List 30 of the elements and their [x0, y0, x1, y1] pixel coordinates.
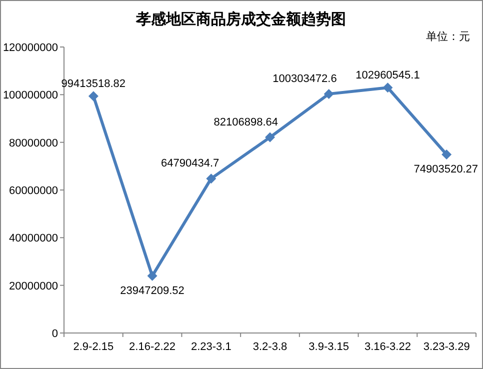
data-label: 82106898.64	[214, 116, 278, 128]
text: 单位：元	[426, 30, 470, 43]
chart-title: 孝感地区商品房成交金额趋势图	[135, 10, 346, 28]
data-label: 64790434.7	[161, 158, 220, 170]
x-tick-label: 3.16-3.22	[364, 341, 411, 353]
data-label: 74903520.27	[414, 163, 478, 176]
x-tick-label: 2.23-3.1	[190, 341, 232, 353]
x-tick-label: 3.2-3.8	[252, 341, 288, 353]
y-tick-label: 60000000	[9, 185, 58, 197]
x-tick-label: 3.23-3.29	[423, 341, 470, 353]
point	[265, 132, 275, 142]
x-tick-label: 3.9-3.15	[308, 341, 350, 353]
point	[382, 82, 393, 93]
point	[442, 149, 452, 160]
y-tick-label: 100000000	[2, 90, 58, 102]
point	[147, 270, 158, 281]
point	[88, 91, 98, 102]
y-tick-label: 80000000	[9, 137, 58, 150]
data-label: 100303472.6	[272, 72, 337, 85]
point	[324, 88, 334, 99]
y-tick-label: 120000000	[2, 42, 58, 54]
data-label: 102960545.1	[356, 70, 420, 82]
x-tick-label: 2.9-2.15	[73, 341, 114, 353]
y-tick-label: 20000000	[9, 280, 58, 292]
y-tick-label: 40000000	[9, 232, 58, 245]
y-tick-label: 0	[52, 328, 58, 340]
data-label: 23947209.52	[120, 284, 184, 297]
point	[206, 174, 216, 184]
data-label: 99413518.82	[61, 78, 126, 90]
x-tick-label: 2.16-2.22	[129, 341, 176, 353]
